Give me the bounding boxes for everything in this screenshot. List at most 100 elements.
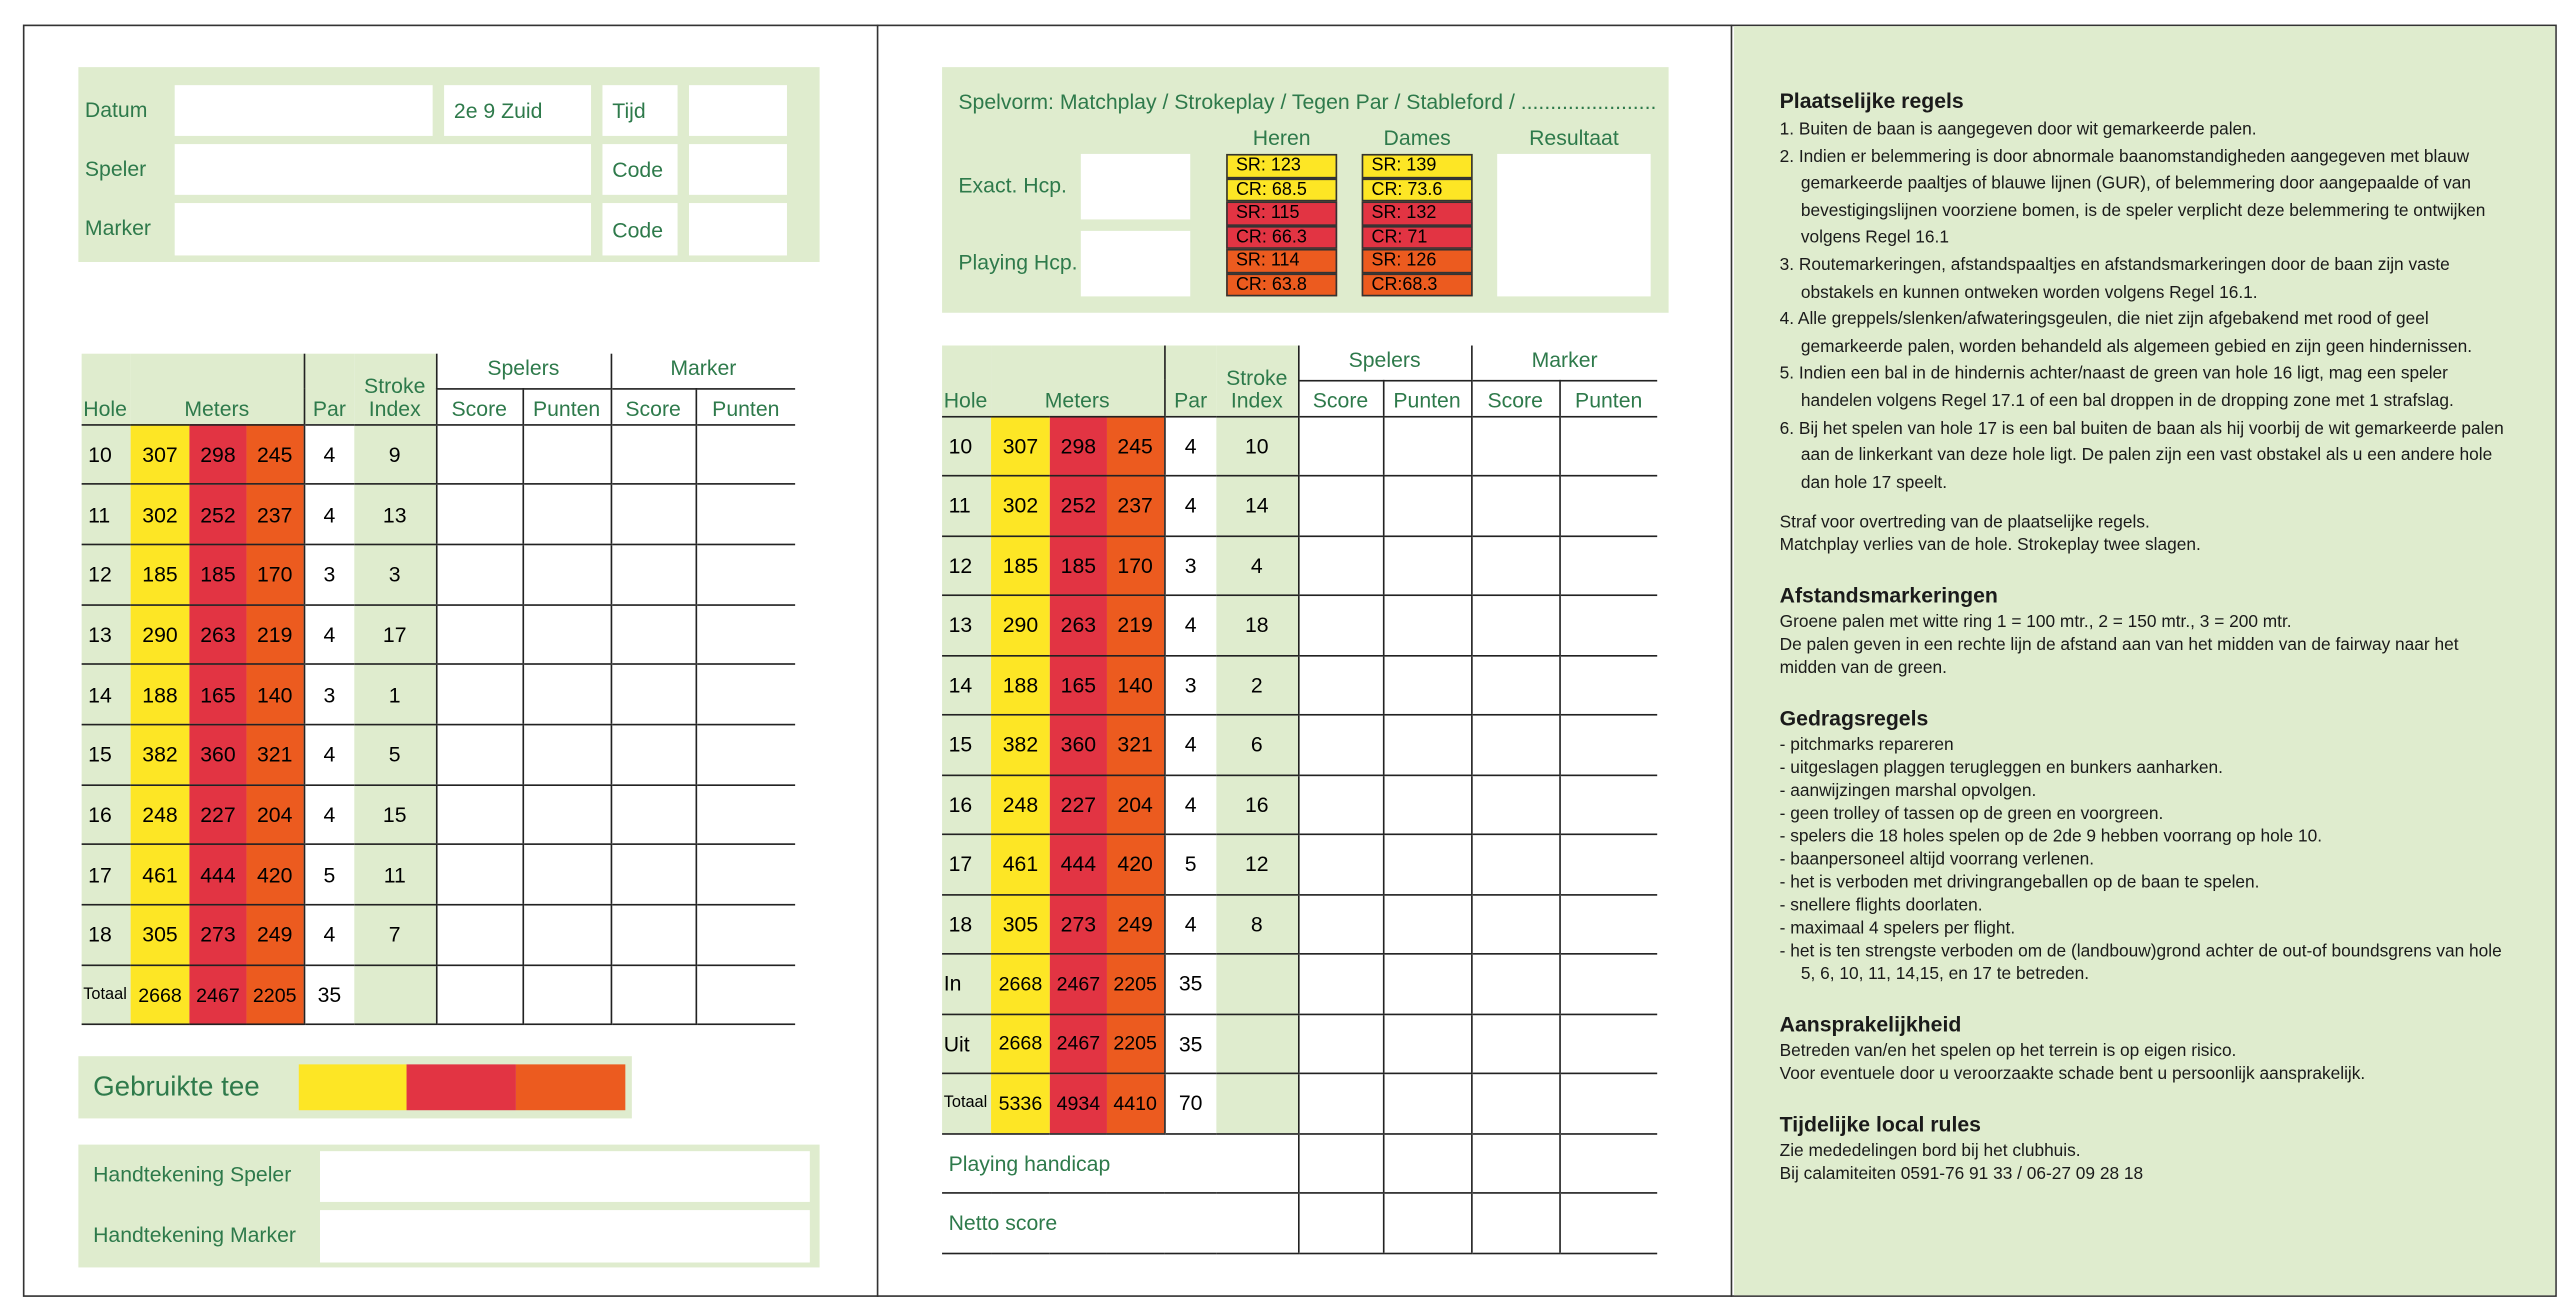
score-cell[interactable] xyxy=(1297,834,1383,895)
score-cell[interactable] xyxy=(1558,475,1658,537)
score-cell[interactable] xyxy=(1382,834,1472,895)
score-cell[interactable] xyxy=(1470,415,1560,477)
score-cell[interactable] xyxy=(1297,1133,1383,1194)
score-cell[interactable] xyxy=(694,484,796,546)
score-cell[interactable] xyxy=(521,544,611,606)
score-cell[interactable] xyxy=(1470,595,1560,656)
input-field[interactable] xyxy=(688,203,787,256)
score-cell[interactable] xyxy=(1470,894,1560,955)
score-cell[interactable] xyxy=(1382,1013,1472,1075)
score-cell[interactable] xyxy=(435,424,523,486)
score-cell[interactable] xyxy=(521,484,611,546)
score-cell[interactable] xyxy=(609,424,696,486)
score-cell[interactable] xyxy=(1558,714,1658,776)
score-cell[interactable] xyxy=(694,904,796,966)
result-field[interactable] xyxy=(1497,153,1651,297)
score-cell[interactable] xyxy=(1382,475,1472,537)
score-cell[interactable] xyxy=(1382,415,1472,477)
signature-field[interactable] xyxy=(320,1210,810,1263)
score-cell[interactable] xyxy=(1470,774,1560,836)
score-cell[interactable] xyxy=(435,844,523,906)
score-cell[interactable] xyxy=(521,424,611,486)
score-cell[interactable] xyxy=(435,724,523,786)
score-cell[interactable] xyxy=(521,784,611,846)
input-field[interactable] xyxy=(174,85,433,136)
score-cell[interactable] xyxy=(1297,475,1383,537)
score-cell[interactable] xyxy=(1297,415,1383,477)
score-cell[interactable] xyxy=(1382,535,1472,597)
score-cell[interactable] xyxy=(1297,535,1383,597)
score-cell[interactable] xyxy=(1297,1013,1383,1075)
score-cell[interactable] xyxy=(1558,834,1658,895)
score-cell[interactable] xyxy=(1297,655,1383,716)
score-cell[interactable] xyxy=(694,424,796,486)
score-cell[interactable] xyxy=(1558,1133,1658,1194)
score-cell[interactable] xyxy=(1382,714,1472,776)
score-cell[interactable] xyxy=(435,964,523,1026)
input-field[interactable] xyxy=(174,144,592,195)
score-cell[interactable] xyxy=(1297,894,1383,955)
score-cell[interactable] xyxy=(1470,535,1560,597)
score-cell[interactable] xyxy=(1558,894,1658,955)
score-cell[interactable] xyxy=(435,784,523,846)
input-field[interactable] xyxy=(688,85,787,136)
score-cell[interactable] xyxy=(694,664,796,726)
score-cell[interactable] xyxy=(1297,1192,1383,1254)
score-cell[interactable] xyxy=(609,724,696,786)
score-cell[interactable] xyxy=(609,784,696,846)
input-field[interactable] xyxy=(1080,153,1191,220)
input-field[interactable] xyxy=(688,144,787,195)
score-cell[interactable] xyxy=(1382,953,1472,1015)
score-cell[interactable] xyxy=(521,604,611,666)
score-cell[interactable] xyxy=(694,964,796,1026)
score-cell[interactable] xyxy=(694,544,796,606)
score-cell[interactable] xyxy=(1470,475,1560,537)
score-cell[interactable] xyxy=(1470,1073,1560,1134)
score-cell[interactable] xyxy=(1297,1073,1383,1134)
score-cell[interactable] xyxy=(609,844,696,906)
input-field[interactable] xyxy=(1080,230,1191,297)
score-cell[interactable] xyxy=(1470,714,1560,776)
score-cell[interactable] xyxy=(1558,774,1658,836)
score-cell[interactable] xyxy=(521,904,611,966)
score-cell[interactable] xyxy=(1382,1073,1472,1134)
score-cell[interactable] xyxy=(1470,953,1560,1015)
score-cell[interactable] xyxy=(609,964,696,1026)
score-cell[interactable] xyxy=(1382,1133,1472,1194)
score-cell[interactable] xyxy=(1297,953,1383,1015)
score-cell[interactable] xyxy=(521,844,611,906)
score-cell[interactable] xyxy=(521,724,611,786)
score-cell[interactable] xyxy=(1558,1073,1658,1134)
score-cell[interactable] xyxy=(1382,894,1472,955)
tee-red[interactable] xyxy=(406,1064,516,1111)
score-cell[interactable] xyxy=(435,904,523,966)
score-cell[interactable] xyxy=(1470,1013,1560,1075)
score-cell[interactable] xyxy=(435,544,523,606)
score-cell[interactable] xyxy=(435,604,523,666)
score-cell[interactable] xyxy=(609,544,696,606)
score-cell[interactable] xyxy=(1558,1192,1658,1254)
score-cell[interactable] xyxy=(609,604,696,666)
score-cell[interactable] xyxy=(609,484,696,546)
score-cell[interactable] xyxy=(1382,655,1472,716)
signature-field[interactable] xyxy=(320,1151,810,1202)
score-cell[interactable] xyxy=(694,724,796,786)
score-cell[interactable] xyxy=(609,904,696,966)
score-cell[interactable] xyxy=(1558,953,1658,1015)
score-cell[interactable] xyxy=(1558,415,1658,477)
score-cell[interactable] xyxy=(1470,834,1560,895)
score-cell[interactable] xyxy=(1558,535,1658,597)
score-cell[interactable] xyxy=(1297,714,1383,776)
score-cell[interactable] xyxy=(1470,1192,1560,1254)
score-cell[interactable] xyxy=(694,844,796,906)
score-cell[interactable] xyxy=(1297,595,1383,656)
tee-orange[interactable] xyxy=(515,1064,626,1111)
score-cell[interactable] xyxy=(435,484,523,546)
score-cell[interactable] xyxy=(1382,595,1472,656)
score-cell[interactable] xyxy=(1470,655,1560,716)
score-cell[interactable] xyxy=(1382,1192,1472,1254)
score-cell[interactable] xyxy=(1470,1133,1560,1194)
score-cell[interactable] xyxy=(1297,774,1383,836)
score-cell[interactable] xyxy=(1558,655,1658,716)
score-cell[interactable] xyxy=(521,964,611,1026)
